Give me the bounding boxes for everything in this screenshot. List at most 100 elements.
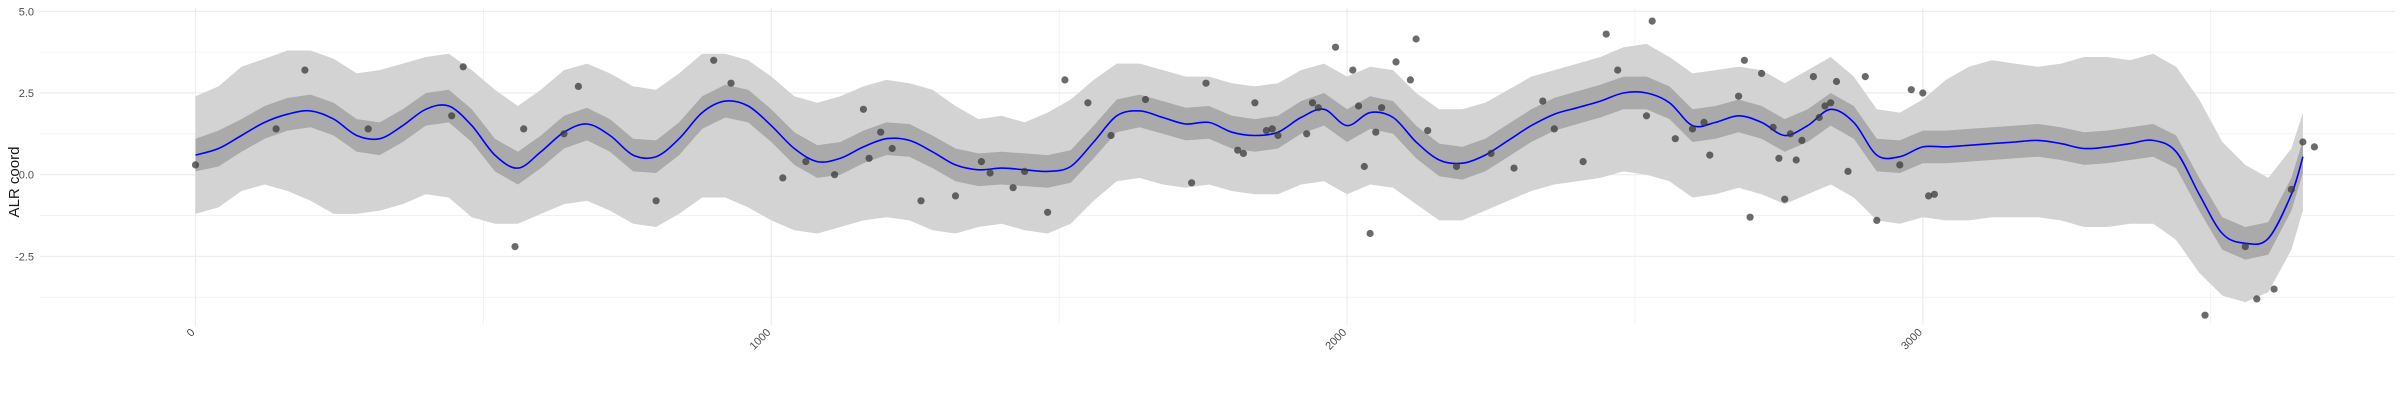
data-point <box>1021 167 1029 175</box>
data-point <box>1550 125 1558 133</box>
y-axis-label: ALR coord <box>6 147 23 218</box>
y-tick-label: 5.0 <box>19 6 34 18</box>
data-point <box>1735 92 1743 100</box>
data-point <box>1412 35 1420 43</box>
data-point <box>1308 99 1317 107</box>
data-point <box>1061 76 1069 84</box>
data-point <box>1360 162 1368 171</box>
data-point <box>1372 128 1380 136</box>
data-point <box>2241 243 2249 251</box>
data-point <box>520 125 528 133</box>
data-point <box>802 158 810 166</box>
data-point <box>779 174 787 182</box>
data-point <box>1775 154 1783 162</box>
data-point <box>1740 56 1748 64</box>
y-tick-label: -2.5 <box>15 251 34 263</box>
data-point <box>1792 156 1800 164</box>
data-point <box>1614 66 1622 74</box>
data-point <box>1366 229 1374 238</box>
data-point <box>1746 213 1754 221</box>
data-point <box>1925 192 1933 200</box>
data-point <box>1424 127 1432 135</box>
data-point <box>1861 73 1869 81</box>
data-point <box>1487 149 1495 157</box>
data-point <box>727 79 735 87</box>
data-point <box>859 105 868 113</box>
data-point <box>1798 136 1806 144</box>
inner-ribbon <box>195 76 2303 260</box>
smooth-line <box>195 91 2304 246</box>
data-point <box>877 128 885 136</box>
data-point <box>1706 151 1714 159</box>
y-tick-label: 0.0 <box>19 170 34 182</box>
data-point <box>1331 43 1340 51</box>
data-point <box>652 197 660 205</box>
data-point <box>888 144 896 153</box>
data-point <box>1671 135 1679 143</box>
data-point <box>986 169 994 177</box>
data-point <box>1084 99 1092 107</box>
data-point <box>1314 104 1322 112</box>
data-point <box>1821 102 1829 110</box>
data-point <box>1907 86 1915 94</box>
data-point <box>865 154 873 162</box>
data-point <box>1510 164 1518 172</box>
data-point <box>272 125 280 133</box>
data-point <box>1758 69 1766 77</box>
data-point <box>1349 66 1357 74</box>
data-point <box>977 158 986 166</box>
data-point <box>1919 89 1927 97</box>
data-point <box>1188 179 1196 187</box>
data-point <box>1930 190 1938 198</box>
data-point <box>1268 125 1276 133</box>
data-point <box>1262 127 1270 135</box>
data-point <box>2270 285 2278 293</box>
data-point <box>1844 167 1852 175</box>
data-point <box>1781 195 1789 203</box>
data-point <box>1234 146 1242 154</box>
x-tick-label: 3000 <box>1899 327 1925 353</box>
data-point <box>1009 184 1017 192</box>
data-point <box>1642 112 1651 120</box>
data-point <box>1648 17 1656 25</box>
x-tick-label: 1000 <box>748 327 774 353</box>
data-point <box>1809 73 1817 81</box>
smooth-line-series <box>195 91 2304 246</box>
data-point <box>2310 143 2318 151</box>
data-point <box>574 82 583 90</box>
data-point <box>1303 130 1311 138</box>
data-point <box>1392 58 1400 66</box>
data-point <box>1700 118 1708 126</box>
data-point <box>1452 162 1461 171</box>
data-point <box>364 125 372 133</box>
data-point <box>1044 208 1052 216</box>
data-point <box>459 63 467 71</box>
data-point <box>1406 76 1414 84</box>
data-point <box>1579 158 1587 166</box>
data-points <box>191 17 2318 319</box>
data-point <box>1815 113 1823 122</box>
data-point <box>301 66 309 74</box>
data-point <box>1827 99 1835 107</box>
data-point <box>1141 95 1150 104</box>
data-point <box>511 243 519 251</box>
data-point <box>191 161 200 169</box>
data-point <box>2201 311 2209 319</box>
data-point <box>917 197 925 205</box>
data-point <box>1688 125 1697 133</box>
data-point <box>710 56 718 64</box>
data-point <box>560 130 568 138</box>
data-point <box>1355 102 1363 110</box>
data-point <box>1251 99 1259 107</box>
data-point <box>1786 130 1794 138</box>
data-point <box>1873 216 1881 224</box>
x-tick-label: 0 <box>185 327 198 340</box>
data-point <box>1274 131 1282 140</box>
y-tick-label: 2.5 <box>19 88 34 100</box>
data-point <box>1602 30 1610 38</box>
data-point <box>951 192 960 200</box>
data-point <box>2287 185 2295 193</box>
data-point <box>1832 77 1841 86</box>
